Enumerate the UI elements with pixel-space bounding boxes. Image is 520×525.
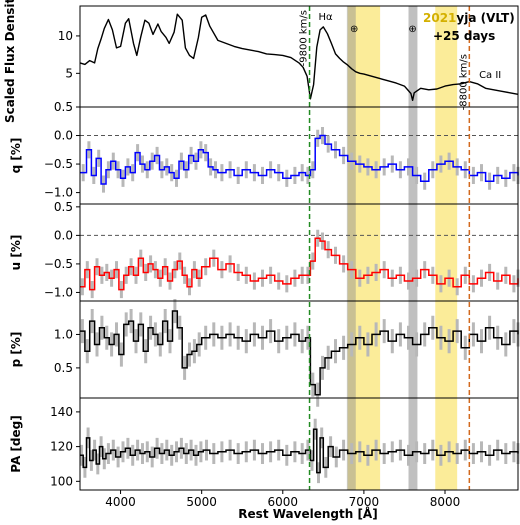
q-ytick-label-1: −0.5 xyxy=(44,157,73,171)
panels: 5 10 Scaled Flux Density −1.0 −0.5 0.0 0.5 q [%… xyxy=(3,0,520,488)
u-ytick-label-1: −0.5 xyxy=(44,257,73,271)
pa-panel-frame xyxy=(79,397,519,491)
line-label-1: Ca II xyxy=(479,70,501,81)
velocity-label-0: -9800 km/s xyxy=(299,10,310,66)
pa-series-line xyxy=(80,428,519,474)
q-ytick-label-0: −1.0 xyxy=(44,186,73,200)
q-ytick-label-3: 0.5 xyxy=(54,100,73,114)
u-ytick-label-0: −1.0 xyxy=(44,285,73,299)
panel-pa: 100 120 140 PA [deg] xyxy=(9,405,520,488)
telluric-symbol-0: ⊕ xyxy=(350,24,358,35)
xtick-label-4: 8000 xyxy=(430,495,461,509)
q-series-line xyxy=(80,134,519,185)
title-prefix: 2021 xyxy=(423,11,456,25)
xtick-label-3: 7000 xyxy=(349,495,380,509)
u-y-axis-label: u [%] xyxy=(9,235,23,271)
xtick-label-2: 6000 xyxy=(268,495,299,509)
pa-ytick-label-1: 120 xyxy=(50,440,73,454)
panel-flux: 5 10 Scaled Flux Density xyxy=(3,0,519,123)
xtick-label-1: 5000 xyxy=(186,495,217,509)
chart-subtitle: +25 days xyxy=(433,29,495,43)
x-axis-label: Rest Wavelength [Å] xyxy=(238,506,377,521)
annotations: 2021yja (VLT) +25 days -9800 km/s -8800 k… xyxy=(299,10,515,110)
u-ytick-label-2: 0.0 xyxy=(54,228,73,242)
panel-p: 0.5 1.0 p [%] xyxy=(9,299,520,407)
flux-series-line xyxy=(79,13,519,101)
p-ytick-label-0: 0.5 xyxy=(54,361,73,375)
title-rest: yja (VLT) xyxy=(456,11,514,25)
band-2 xyxy=(408,6,418,490)
xtick-label-0: 4000 xyxy=(105,495,136,509)
flux-ytick-label-1: 10 xyxy=(58,29,73,43)
q-ytick-label-2: 0.0 xyxy=(54,129,73,143)
line-label-0: Hα xyxy=(318,12,333,23)
panel-u: −1.0 −0.5 0.0 0.5 u [%] xyxy=(9,200,520,299)
q-y-axis-label: q [%] xyxy=(9,138,23,174)
flux-ytick-label-0: 5 xyxy=(65,66,73,80)
pa-y-axis-label: PA [deg] xyxy=(9,415,23,472)
u-ytick-label-3: 0.5 xyxy=(54,200,73,214)
u-series-line xyxy=(80,237,519,291)
chart-title: 2021yja (VLT) xyxy=(423,11,515,25)
pa-ytick-label-0: 100 xyxy=(50,474,73,488)
pa-ytick-label-2: 140 xyxy=(50,405,73,419)
flux-y-axis-label: Scaled Flux Density xyxy=(3,0,17,123)
velocity-label-1: -8800 km/s xyxy=(458,54,469,110)
band-1 xyxy=(346,6,356,490)
velocity-lines xyxy=(308,6,471,490)
p-ytick-label-1: 1.0 xyxy=(54,327,73,341)
frame: 4000 5000 6000 7000 8000 xyxy=(79,5,519,509)
p-series-line xyxy=(80,310,519,396)
p-y-axis-label: p [%] xyxy=(9,332,23,368)
band-0 xyxy=(347,6,381,490)
band-3 xyxy=(435,6,458,490)
wavelength-bands xyxy=(346,6,458,490)
panel-q: −1.0 −0.5 0.0 0.5 q [%] xyxy=(9,100,520,200)
telluric-symbol-1: ⊕ xyxy=(408,24,416,35)
